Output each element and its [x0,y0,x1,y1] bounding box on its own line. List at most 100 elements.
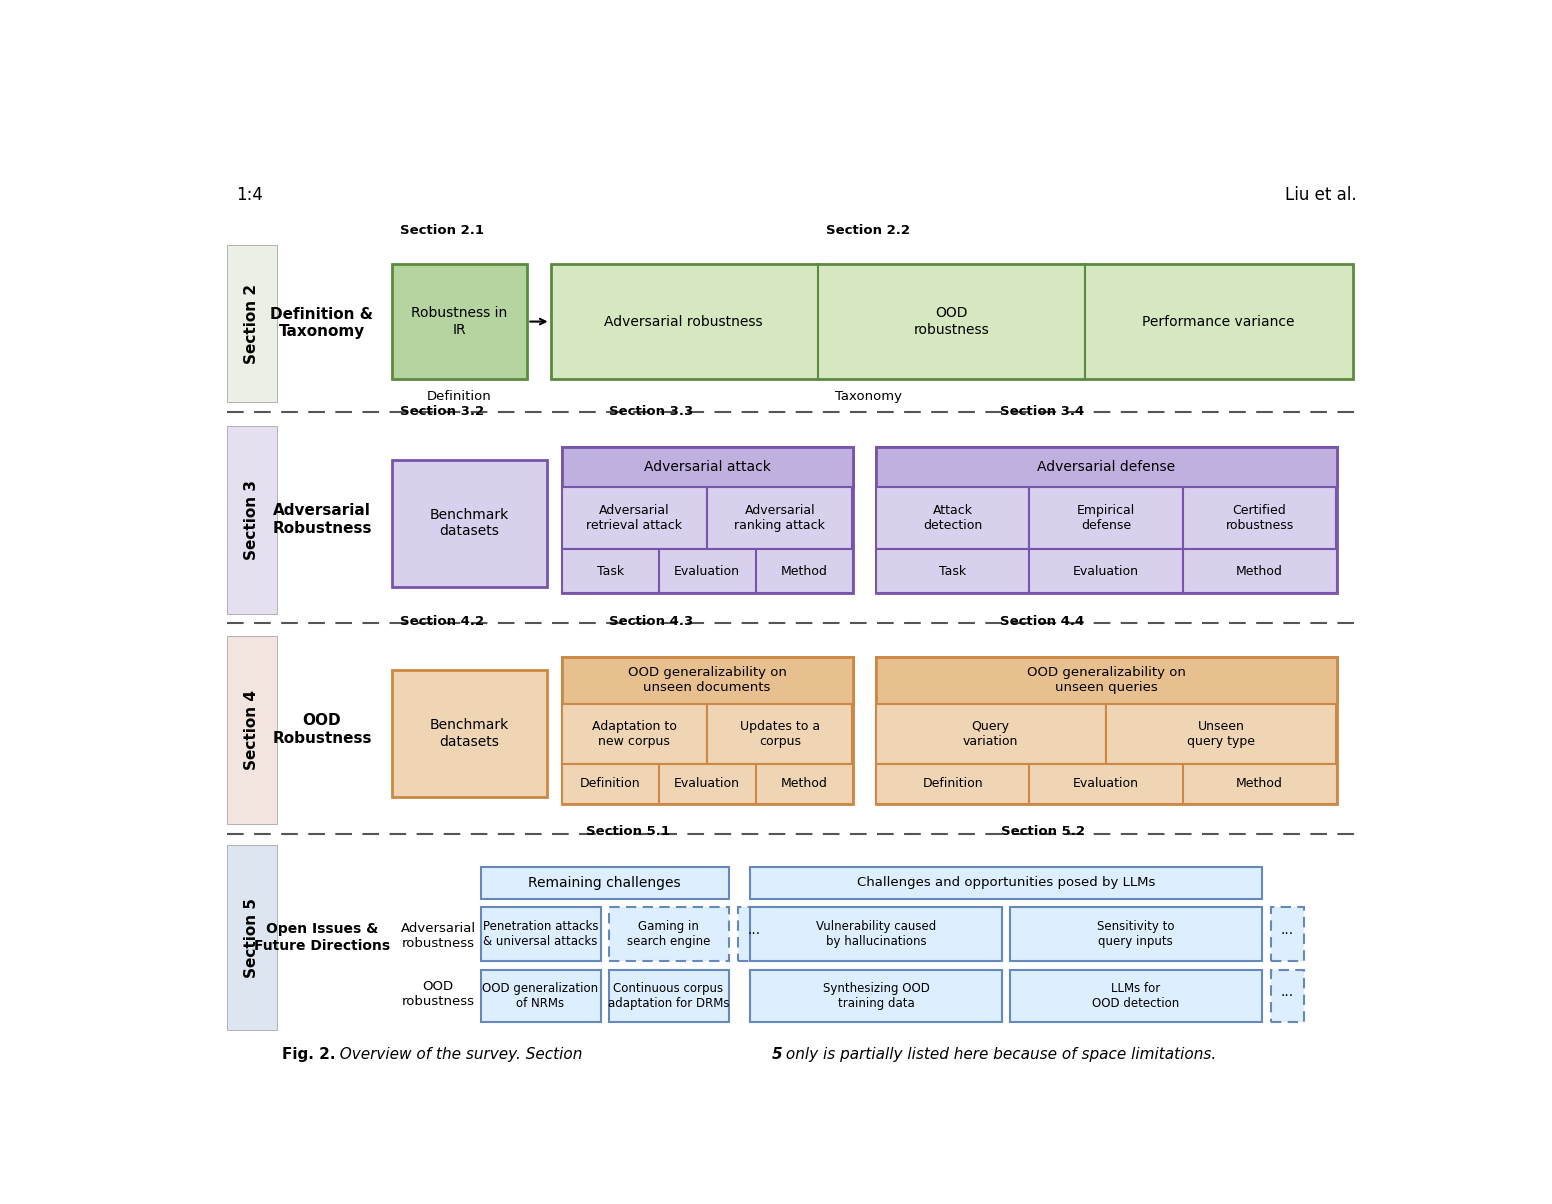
Text: Section 4: Section 4 [244,690,259,771]
Text: Robustness in
IR: Robustness in IR [411,307,508,337]
Text: Liu et al.: Liu et al. [1285,185,1356,203]
Bar [481,907,601,961]
Text: Section 3.3: Section 3.3 [608,406,694,418]
Bar [227,244,276,402]
Text: ···: ··· [1280,927,1294,940]
Bar [562,549,852,594]
Bar [1107,703,1336,763]
Bar [708,488,852,549]
Bar [875,763,1338,803]
Bar [875,657,1338,703]
Text: Continuous corpus
adaptation for DRMs: Continuous corpus adaptation for DRMs [607,982,729,1010]
Bar [875,703,1107,763]
Text: Gaming in
search engine: Gaming in search engine [627,920,709,948]
Text: Synthesizing OOD
training data: Synthesizing OOD training data [823,982,930,1010]
Text: Section 3.2: Section 3.2 [400,406,484,418]
Text: ···: ··· [748,927,760,940]
Text: only is partially listed here because of space limitations.: only is partially listed here because of… [781,1047,1215,1062]
Bar [875,447,1338,488]
Bar [481,970,601,1022]
Bar [875,549,1338,594]
Text: Challenges and opportunities posed by LLMs: Challenges and opportunities posed by LL… [857,877,1155,890]
Bar [608,907,729,961]
Bar [1010,907,1262,961]
Text: Adversarial
Robustness: Adversarial Robustness [272,503,371,536]
Text: Task: Task [939,565,967,578]
Text: Adversarial
robustness: Adversarial robustness [400,922,475,950]
Bar [562,763,852,803]
Text: Unseen
query type: Unseen query type [1187,720,1256,748]
Bar [551,264,1353,379]
Text: Method: Method [781,777,827,790]
Text: ···: ··· [1280,990,1294,1003]
Text: Adversarial
retrieval attack: Adversarial retrieval attack [587,504,683,532]
Text: Evaluation: Evaluation [1072,777,1139,790]
Text: Section 5: Section 5 [244,897,259,978]
Bar [875,447,1338,594]
Bar [608,970,729,1022]
Text: Remaining challenges: Remaining challenges [528,877,681,890]
Text: Evaluation: Evaluation [1072,565,1139,578]
Text: Taxonomy: Taxonomy [835,390,902,403]
Text: Adversarial attack: Adversarial attack [644,460,770,474]
Text: Fig. 2.: Fig. 2. [281,1047,335,1062]
Text: Sensitivity to
query inputs: Sensitivity to query inputs [1097,920,1175,948]
Text: Vulnerability caused
by hallucinations: Vulnerability caused by hallucinations [816,920,936,948]
Text: Definition: Definition [922,777,982,790]
Bar [1010,970,1262,1022]
Text: Definition &
Taxonomy: Definition & Taxonomy [270,307,374,340]
Text: Penetration attacks
& universal attacks: Penetration attacks & universal attacks [483,920,598,948]
Text: Section 2.2: Section 2.2 [826,224,911,237]
Text: Query
variation: Query variation [962,720,1018,748]
Bar [1271,970,1304,1022]
Text: Certified
robustness: Certified robustness [1226,504,1294,532]
Bar [875,488,1029,549]
Bar [562,447,852,488]
Text: Empirical
defense: Empirical defense [1077,504,1136,532]
Bar [1183,488,1336,549]
Bar [1029,488,1183,549]
Text: Section 3: Section 3 [244,480,259,560]
Bar [562,447,852,594]
Bar [227,425,276,614]
Text: LLMs for
OOD detection: LLMs for OOD detection [1093,982,1180,1010]
Text: Benchmark
datasets: Benchmark datasets [430,508,509,538]
Text: OOD
Robustness: OOD Robustness [272,714,371,746]
Bar [562,703,708,763]
Text: Adversarial robustness: Adversarial robustness [604,314,764,329]
Bar [562,657,852,703]
Bar [227,636,276,825]
Text: Method: Method [1237,565,1284,578]
Text: OOD generalizability on
unseen documents: OOD generalizability on unseen documents [627,666,787,695]
Text: Section 5.2: Section 5.2 [1001,825,1085,838]
Bar [391,671,546,797]
Text: Section 3.4: Section 3.4 [1001,406,1085,418]
Text: Definition: Definition [580,777,641,790]
Bar [481,867,729,899]
Bar [391,264,528,379]
Text: OOD generalizability on
unseen queries: OOD generalizability on unseen queries [1027,666,1186,695]
Text: Definition: Definition [427,390,492,403]
Bar [751,970,1003,1022]
Text: Section 5.1: Section 5.1 [587,825,670,838]
Text: Section 2: Section 2 [244,283,259,364]
Text: Evaluation: Evaluation [674,565,740,578]
Bar [875,657,1338,803]
Text: Open Issues &
Future Directions: Open Issues & Future Directions [255,922,390,952]
Bar [1271,907,1304,961]
Text: Method: Method [1237,777,1284,790]
Text: Benchmark
datasets: Benchmark datasets [430,719,509,749]
Text: Attack
detection: Attack detection [923,504,982,532]
Text: Task: Task [596,565,624,578]
Text: Section 4.4: Section 4.4 [1001,615,1085,628]
Text: 5: 5 [771,1047,782,1062]
Bar [739,907,771,961]
Text: Method: Method [781,565,827,578]
Text: Overview of the survey. Section: Overview of the survey. Section [329,1047,587,1062]
Bar [227,845,276,1029]
Bar [708,703,852,763]
Text: Adaptation to
new corpus: Adaptation to new corpus [591,720,677,748]
Text: Performance variance: Performance variance [1142,314,1294,329]
Text: Section 2.1: Section 2.1 [400,224,484,237]
Text: Updates to a
corpus: Updates to a corpus [740,720,819,748]
